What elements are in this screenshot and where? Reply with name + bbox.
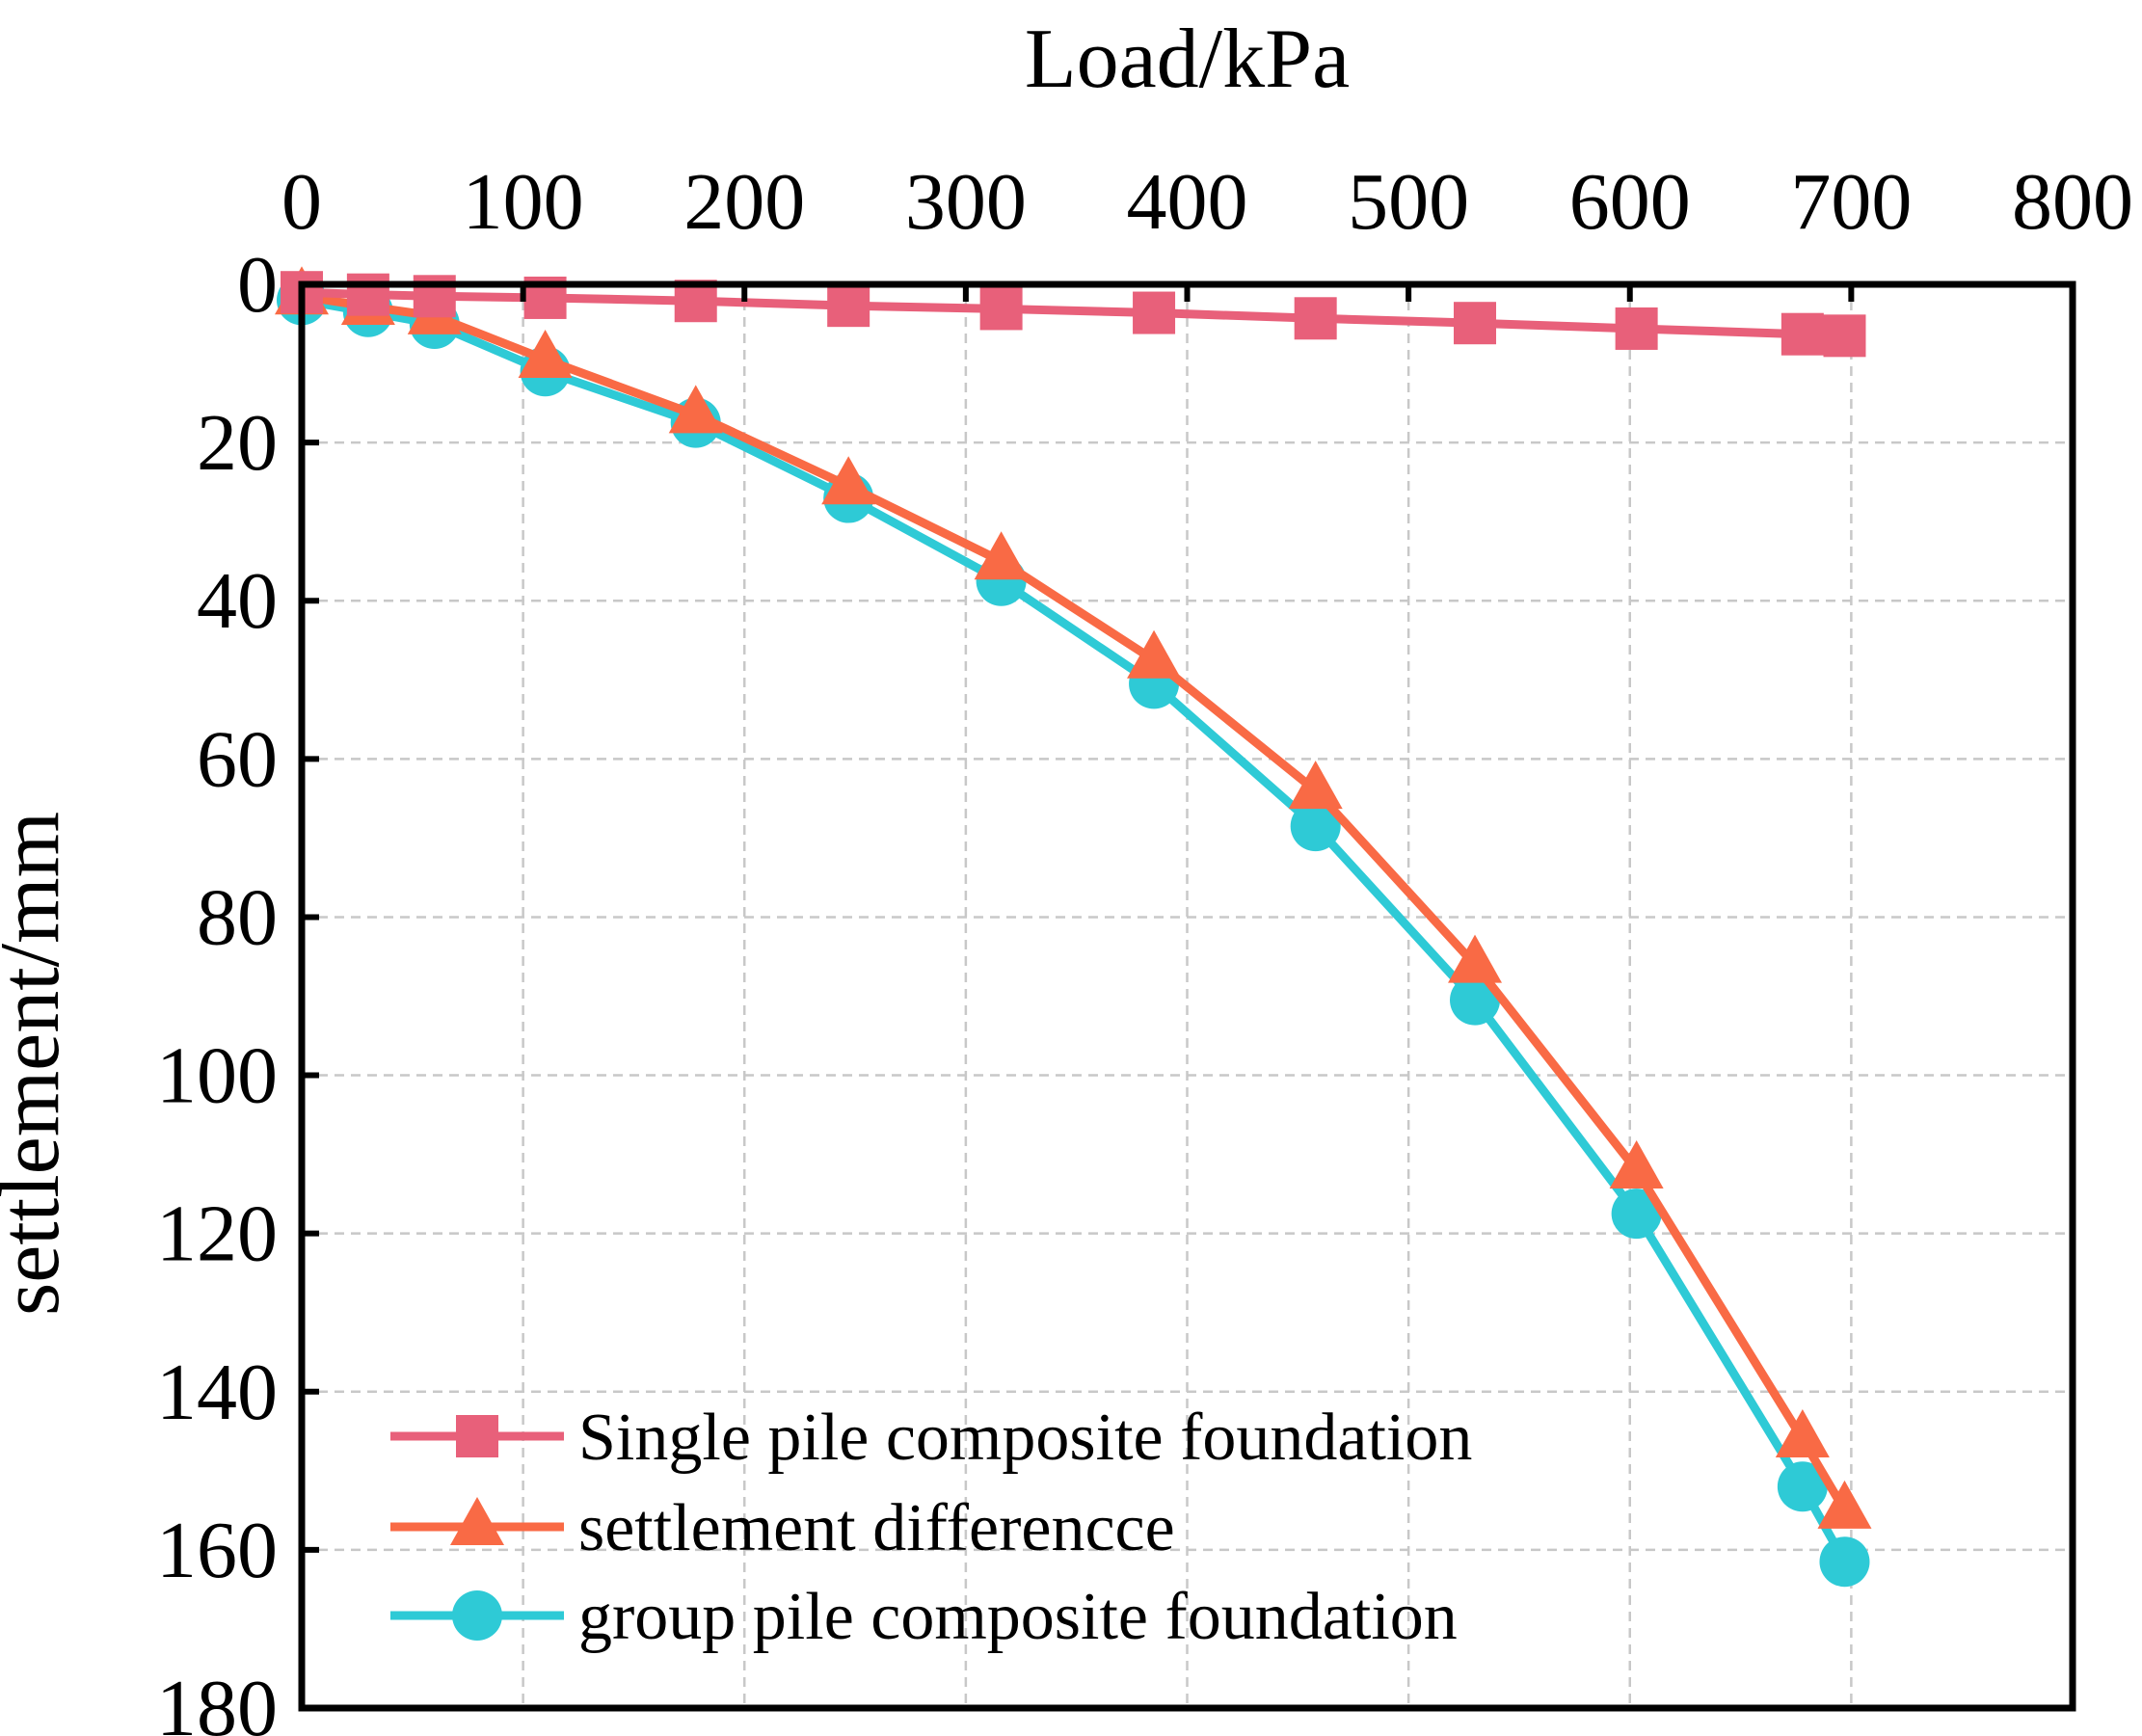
data-point-square: [1133, 291, 1176, 334]
legend-marker-square: [456, 1415, 498, 1457]
legend-label: group pile composite foundation: [578, 1580, 1458, 1654]
data-point-square: [1454, 302, 1497, 345]
data-point-triangle: [518, 329, 573, 378]
data-point-triangle: [1127, 629, 1182, 679]
y-tick-label: 0: [237, 240, 278, 330]
legend-marker-circle: [452, 1590, 502, 1641]
series-layer: [275, 266, 1872, 1588]
x-tick-label: 300: [905, 157, 1027, 247]
legend-item: Single pile composite foundation: [390, 1401, 1472, 1475]
y-tick-label: 160: [156, 1506, 278, 1595]
y-tick-label: 80: [197, 872, 278, 962]
legend-label: Single pile composite foundation: [578, 1401, 1472, 1475]
data-point-circle: [1777, 1461, 1828, 1512]
series-line: [301, 291, 1849, 1513]
y-tick-label: 180: [156, 1664, 278, 1736]
legend-label: settlement differencce: [578, 1491, 1175, 1565]
ticks: 0 100 200 300 400 500 600 700 800 0 20 40 60 80 100 120…: [156, 157, 2133, 1736]
x-tick-label: 700: [1790, 157, 1912, 247]
data-point-square: [1823, 314, 1866, 358]
data-point-square: [1615, 307, 1658, 350]
legend-marker-triangle: [450, 1497, 504, 1545]
x-tick-label: 400: [1127, 157, 1248, 247]
x-axis-title: Load/kPa: [1025, 13, 1350, 106]
legend-item: group pile composite foundation: [390, 1580, 1458, 1654]
x-tick-label: 0: [281, 157, 322, 247]
data-point-triangle: [821, 456, 876, 505]
data-point-triangle: [1288, 761, 1343, 810]
x-tick-label: 500: [1348, 157, 1469, 247]
data-point-triangle: [974, 531, 1029, 580]
y-axis-title: settlement/mm: [0, 812, 77, 1316]
series-line: [301, 295, 1849, 1564]
y-tick-label: 100: [156, 1031, 278, 1121]
data-point-square: [1781, 312, 1824, 356]
y-tick-label: 120: [156, 1189, 278, 1279]
legend-item: settlement differencce: [390, 1491, 1175, 1565]
data-point-square: [827, 284, 870, 328]
x-tick-label: 800: [2012, 157, 2133, 247]
data-point-circle: [1450, 975, 1501, 1026]
x-tick-label: 600: [1569, 157, 1691, 247]
data-point-square: [346, 273, 389, 316]
series-square: [281, 271, 1866, 358]
y-tick-label: 40: [197, 556, 278, 646]
legend: Single pile composite foundation settleme…: [390, 1401, 1472, 1654]
y-tick-label: 20: [197, 398, 278, 488]
data-point-circle: [1290, 801, 1341, 852]
data-point-triangle: [668, 385, 723, 434]
data-point-triangle: [1817, 1480, 1872, 1529]
x-tick-label: 100: [463, 157, 584, 247]
data-point-square: [1294, 297, 1337, 340]
y-tick-label: 140: [156, 1348, 278, 1437]
data-point-triangle: [1448, 934, 1503, 983]
data-point-triangle: [1775, 1409, 1830, 1458]
data-point-circle: [1819, 1536, 1870, 1588]
data-point-triangle: [1609, 1140, 1664, 1189]
series-triangle: [275, 266, 1872, 1529]
data-point-square: [979, 287, 1023, 331]
x-tick-label: 200: [683, 157, 805, 247]
data-point-circle: [1611, 1188, 1662, 1240]
y-tick-label: 60: [197, 714, 278, 804]
